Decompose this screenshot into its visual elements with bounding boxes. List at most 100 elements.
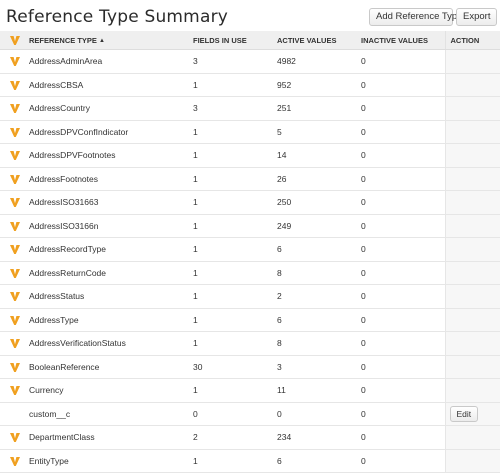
inactive-values-cell: 0 — [361, 402, 445, 426]
fields-in-use-cell: 1 — [193, 449, 277, 473]
inactive-values-cell: 0 — [361, 96, 445, 121]
action-cell — [444, 167, 500, 191]
action-cell — [444, 143, 500, 168]
veeva-v-icon — [9, 245, 20, 255]
active-values-cell: 5 — [277, 120, 361, 144]
row-icon-cell — [0, 73, 29, 97]
table-row: AddressReturnCode 1 8 0 — [0, 261, 500, 285]
column-header-reference-type[interactable]: REFERENCE TYPE ▲ — [29, 31, 193, 50]
table-header-row: REFERENCE TYPE ▲ FIELDS IN USE ACTIVE VAL… — [0, 31, 500, 50]
reference-type-cell[interactable]: AddressFootnotes — [29, 167, 193, 191]
page-title: Reference Type Summary — [6, 7, 229, 27]
fields-in-use-cell: 30 — [193, 355, 277, 379]
veeva-v-icon — [9, 80, 20, 90]
inactive-values-cell: 0 — [361, 425, 445, 450]
veeva-v-icon — [9, 151, 20, 161]
edit-button[interactable]: Edit — [449, 405, 479, 422]
veeva-v-icon — [9, 221, 20, 231]
inactive-values-cell: 0 — [361, 284, 445, 309]
action-cell — [444, 73, 500, 97]
reference-type-cell[interactable]: AddressRecordType — [29, 237, 193, 262]
fields-in-use-cell: 1 — [193, 190, 277, 215]
reference-type-cell[interactable]: AddressVerificationStatus — [29, 331, 193, 356]
fields-in-use-cell: 1 — [193, 120, 277, 144]
active-values-cell: 4982 — [277, 49, 361, 74]
table-row: AddressAdminArea 3 4982 0 — [0, 49, 500, 74]
inactive-values-cell: 0 — [361, 308, 445, 332]
reference-type-cell[interactable]: EntityType — [29, 449, 193, 473]
veeva-v-icon — [9, 127, 20, 137]
fields-in-use-cell: 1 — [193, 331, 277, 356]
reference-type-cell[interactable]: AddressType — [29, 308, 193, 332]
row-icon-cell — [0, 308, 29, 332]
inactive-values-cell: 0 — [361, 73, 445, 97]
veeva-v-icon — [9, 35, 20, 45]
active-values-cell: 2 — [277, 284, 361, 309]
fields-in-use-cell: 1 — [193, 73, 277, 97]
action-cell — [444, 120, 500, 144]
action-cell — [444, 214, 500, 238]
active-values-cell: 8 — [277, 261, 361, 285]
export-button[interactable]: Export — [456, 8, 497, 26]
inactive-values-cell: 0 — [361, 190, 445, 215]
inactive-values-cell: 0 — [361, 331, 445, 356]
row-icon-cell — [0, 331, 29, 356]
fields-in-use-cell: 1 — [193, 214, 277, 238]
action-cell — [444, 284, 500, 309]
table-row: AddressType 1 6 0 — [0, 308, 500, 332]
active-values-cell: 14 — [277, 143, 361, 168]
action-cell — [444, 378, 500, 403]
row-icon-cell — [0, 143, 29, 168]
reference-type-cell[interactable]: BooleanReference — [29, 355, 193, 379]
inactive-values-cell: 0 — [361, 167, 445, 191]
reference-type-cell[interactable]: AddressAdminArea — [29, 49, 193, 74]
fields-in-use-cell: 1 — [193, 378, 277, 403]
veeva-v-icon — [9, 315, 20, 325]
table-row: EntityType 1 6 0 — [0, 449, 500, 473]
sort-ascending-icon: ▲ — [98, 37, 105, 44]
inactive-values-cell: 0 — [361, 378, 445, 403]
inactive-values-cell: 0 — [361, 214, 445, 238]
action-cell — [444, 237, 500, 262]
veeva-v-icon — [9, 433, 20, 443]
row-icon-cell — [0, 425, 29, 450]
row-icon-cell — [0, 355, 29, 379]
veeva-v-icon — [9, 104, 20, 114]
table-row: DepartmentClass 2 234 0 — [0, 425, 500, 450]
veeva-v-icon — [9, 57, 20, 67]
page-header: Reference Type Summary Add Reference Typ… — [0, 0, 500, 30]
row-icon-cell — [0, 214, 29, 238]
fields-in-use-cell: 1 — [193, 167, 277, 191]
fields-in-use-cell: 1 — [193, 284, 277, 309]
reference-type-cell[interactable]: AddressDPVConfIndicator — [29, 120, 193, 144]
fields-in-use-cell: 1 — [193, 261, 277, 285]
action-cell: Edit — [444, 402, 500, 426]
add-reference-type-button[interactable]: Add Reference Type — [369, 8, 462, 26]
reference-type-cell[interactable]: custom__c — [29, 402, 193, 426]
active-values-cell: 8 — [277, 331, 361, 356]
veeva-v-icon — [9, 386, 20, 396]
table-row: AddressCBSA 1 952 0 — [0, 73, 500, 97]
reference-type-cell[interactable]: AddressReturnCode — [29, 261, 193, 285]
reference-type-cell[interactable]: AddressISO31663 — [29, 190, 193, 215]
reference-type-table: REFERENCE TYPE ▲ FIELDS IN USE ACTIVE VAL… — [0, 31, 500, 473]
action-cell — [444, 449, 500, 473]
reference-type-cell[interactable]: AddressCountry — [29, 96, 193, 121]
row-icon-cell — [0, 449, 29, 473]
action-cell — [444, 49, 500, 74]
reference-type-cell[interactable]: AddressISO3166n — [29, 214, 193, 238]
reference-type-cell[interactable]: Currency — [29, 378, 193, 403]
row-icon-cell — [0, 49, 29, 74]
table-row: AddressDPVFootnotes 1 14 0 — [0, 143, 500, 168]
inactive-values-cell: 0 — [361, 237, 445, 262]
reference-type-cell[interactable]: AddressCBSA — [29, 73, 193, 97]
inactive-values-cell: 0 — [361, 49, 445, 74]
active-values-cell: 3 — [277, 355, 361, 379]
header-icon-cell — [0, 31, 29, 50]
inactive-values-cell: 0 — [361, 120, 445, 144]
action-cell — [444, 190, 500, 215]
reference-type-cell[interactable]: DepartmentClass — [29, 425, 193, 450]
reference-type-cell[interactable]: AddressDPVFootnotes — [29, 143, 193, 168]
fields-in-use-cell: 2 — [193, 425, 277, 450]
reference-type-cell[interactable]: AddressStatus — [29, 284, 193, 309]
